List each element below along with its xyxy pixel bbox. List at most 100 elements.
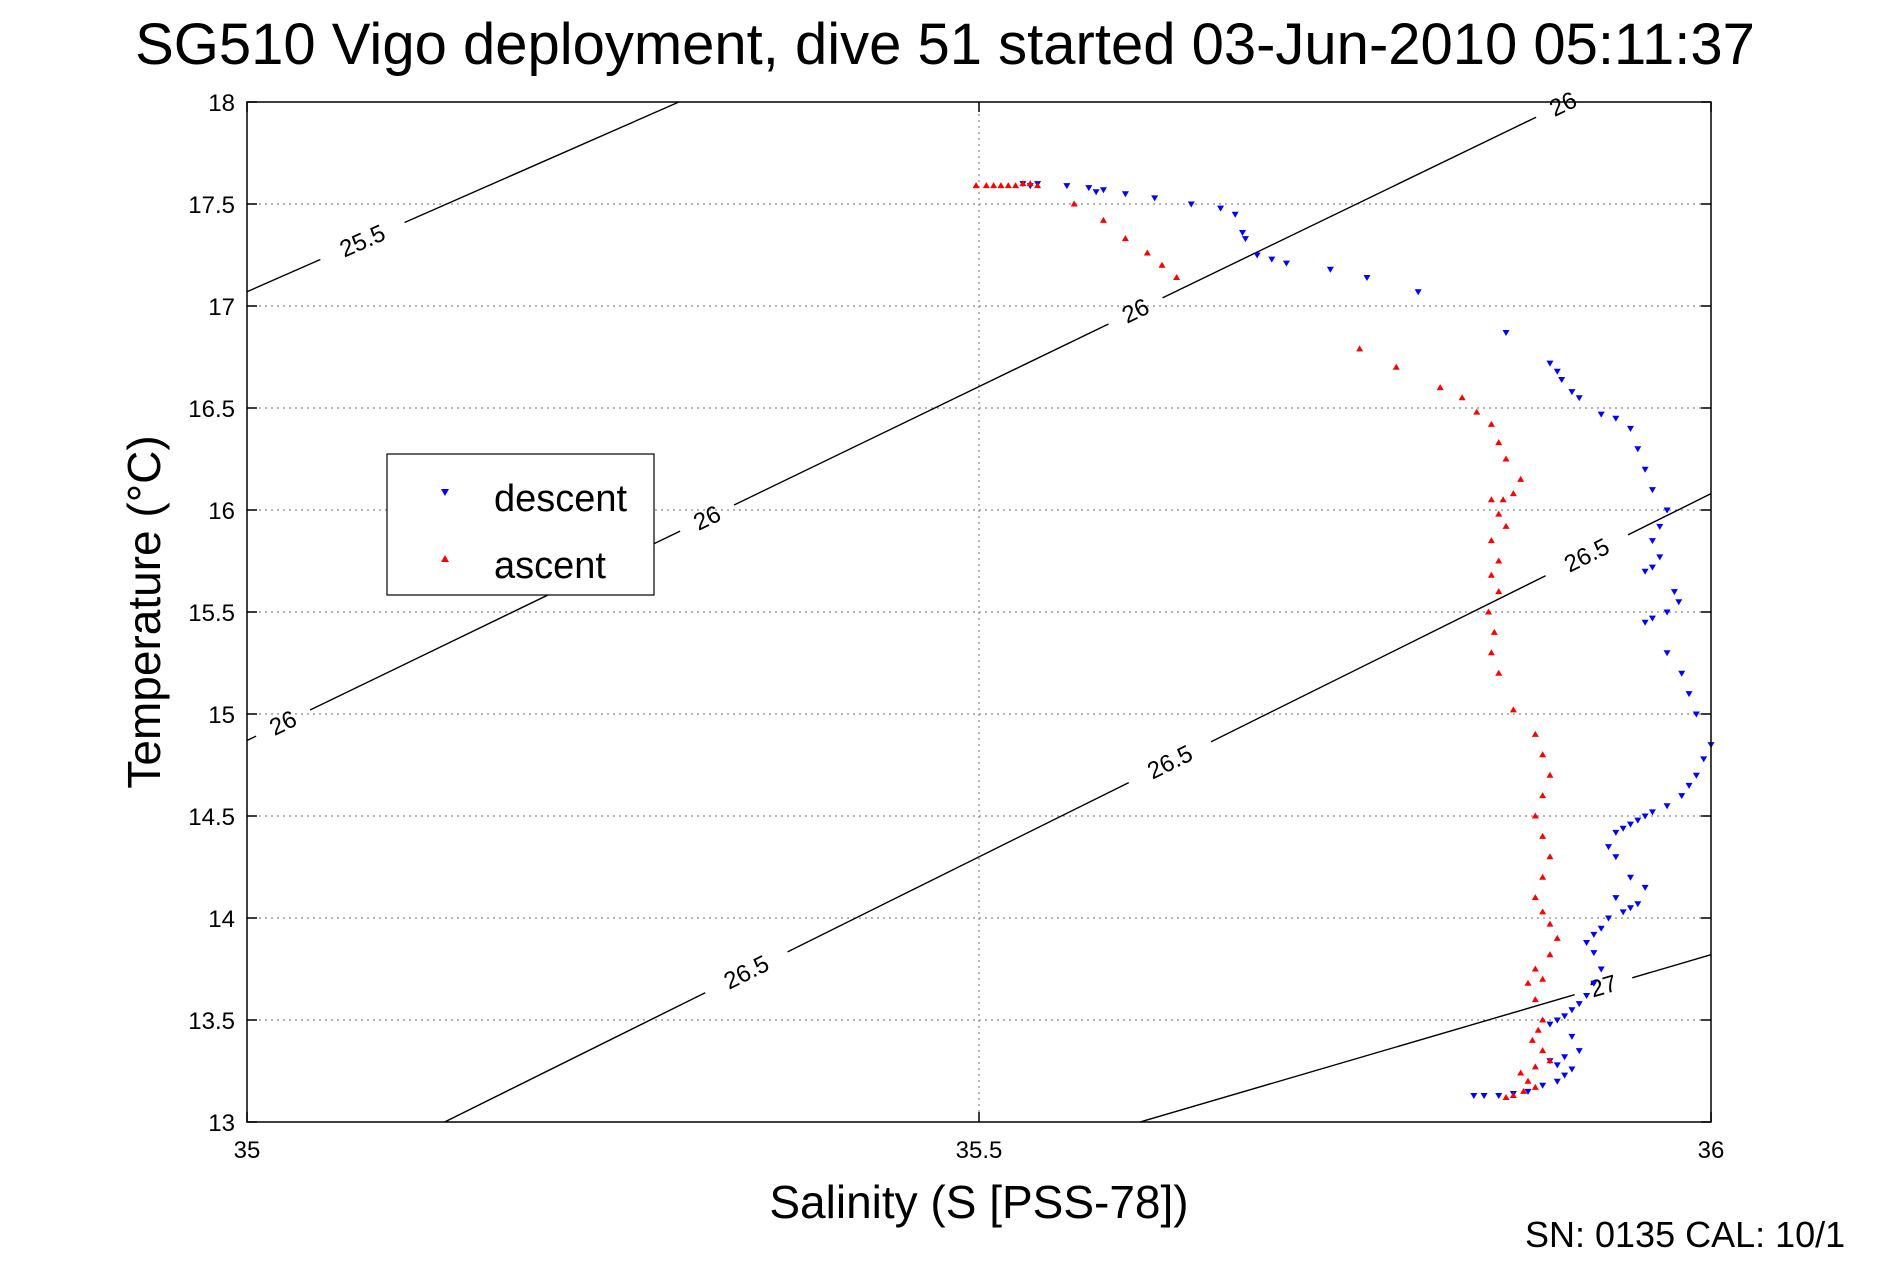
ascent-point	[1012, 182, 1020, 189]
isopycnal-line	[787, 781, 1130, 953]
descent-point	[1656, 523, 1664, 530]
descent-point	[1590, 950, 1598, 957]
ascent-point	[1539, 873, 1547, 880]
descent-point	[1539, 1082, 1547, 1089]
descent-point	[1626, 821, 1634, 828]
descent-point	[1502, 330, 1510, 337]
descent-point	[1626, 425, 1634, 432]
descent-point	[1151, 195, 1159, 202]
descent-point	[1546, 360, 1554, 367]
ascent-point	[1158, 261, 1166, 268]
ascent-point	[1495, 588, 1503, 595]
ascent-point	[1436, 384, 1444, 391]
descent-point	[1583, 993, 1591, 1000]
descent-point	[1619, 825, 1627, 832]
ascent-point	[1531, 996, 1539, 1003]
legend-box	[386, 453, 655, 596]
chart-title: SG510 Vigo deployment, dive 51 started 0…	[135, 12, 1755, 77]
descent-point	[1575, 1048, 1583, 1055]
legend: descent ascent	[386, 453, 655, 596]
ascent-point	[1509, 706, 1517, 713]
descent-point	[1663, 650, 1671, 657]
isopycnal-line	[404, 101, 680, 224]
descent-point	[1634, 817, 1642, 824]
descent-point	[1692, 772, 1700, 779]
ascent-point	[997, 182, 1005, 189]
isopycnal-line	[1162, 116, 1537, 299]
y-tick-label: 14.5	[188, 804, 235, 831]
ascent-point	[1520, 1087, 1528, 1094]
ascent-point	[1546, 1057, 1554, 1064]
descent-point	[1553, 1078, 1561, 1085]
descent-point	[1558, 376, 1566, 383]
descent-point	[1612, 895, 1620, 902]
descent-point	[1590, 980, 1598, 987]
ascent-point	[1546, 951, 1554, 958]
ascent-point	[1034, 182, 1042, 189]
descent-point	[1121, 191, 1129, 198]
descent-point	[1363, 274, 1371, 281]
descent-point	[1253, 252, 1261, 259]
descent-point	[1619, 909, 1627, 916]
descent-point	[1634, 446, 1642, 453]
footer-calibration-text: SN: 0135 CAL: 10/1	[1525, 1214, 1845, 1255]
ascent-point	[1539, 908, 1547, 915]
descent-point	[1648, 809, 1656, 816]
ascent-point	[1473, 408, 1481, 415]
descent-point	[1568, 1007, 1576, 1014]
descent-point	[1495, 1092, 1503, 1099]
ascent-point	[1534, 1026, 1542, 1033]
y-tick-label: 15.5	[188, 600, 235, 627]
ascent-point	[1509, 490, 1517, 497]
ascent-point	[1539, 792, 1547, 799]
descent-point	[1231, 211, 1239, 218]
descent-point	[1561, 1072, 1569, 1079]
descent-point	[1634, 901, 1642, 908]
descent-point	[1663, 507, 1671, 514]
ascent-point	[1524, 1077, 1532, 1084]
descent-point	[1063, 183, 1071, 190]
ascent-point	[1070, 200, 1078, 207]
x-axis-label: Salinity (S [PSS-78])	[769, 1176, 1188, 1228]
y-tick-label: 16.5	[188, 396, 235, 423]
descent-point	[1612, 829, 1620, 836]
ascent-point	[990, 182, 998, 189]
y-tick-label: 16	[208, 498, 235, 525]
descent-point	[1553, 1017, 1561, 1024]
descent-point	[1648, 487, 1656, 494]
ascent-point	[1495, 557, 1503, 564]
ascent-point	[1531, 965, 1539, 972]
descent-point	[1326, 266, 1334, 273]
descent-point	[1605, 915, 1613, 922]
descent-point	[1524, 1088, 1532, 1095]
ascent-point	[1531, 1083, 1539, 1090]
x-tick-label: 36	[1698, 1137, 1725, 1164]
x-tick-label: 35.5	[956, 1137, 1003, 1164]
descent-point	[1568, 1066, 1576, 1073]
ascent-point	[1019, 180, 1027, 187]
descent-point	[1217, 205, 1225, 212]
descent-point	[1663, 609, 1671, 616]
data-markers	[972, 180, 1715, 1101]
ascent-point	[1026, 180, 1034, 187]
ascent-point	[1487, 420, 1495, 427]
ascent-point	[1546, 920, 1554, 927]
isopycnal-line	[1627, 493, 1712, 536]
descent-point	[1626, 874, 1634, 881]
descent-point	[1187, 201, 1195, 208]
descent-point	[1553, 1062, 1561, 1069]
descent-point	[1590, 931, 1598, 938]
descent-point	[1414, 289, 1422, 296]
descent-point	[1085, 185, 1093, 192]
ascent-point	[1502, 455, 1510, 462]
ascent-point	[1356, 345, 1364, 352]
descent-point	[1546, 1021, 1554, 1028]
ascent-point	[982, 182, 990, 189]
descent-point	[1648, 538, 1656, 545]
ascent-point	[1490, 628, 1498, 635]
ascent-point	[1539, 1047, 1547, 1054]
axis-ticks: 35 35.5 36 13 13.5 14 14.5 15 15.5 16 16.5 17 17.5 18	[188, 90, 1724, 1164]
ascent-point	[1392, 363, 1400, 370]
isopycnal-line	[444, 992, 706, 1123]
